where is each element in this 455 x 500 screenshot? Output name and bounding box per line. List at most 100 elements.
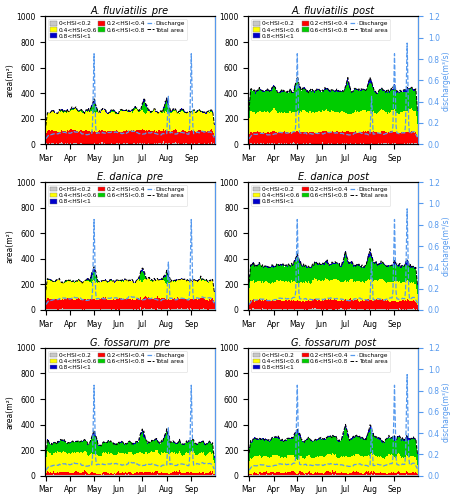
Bar bbox=[89, 444, 90, 454]
Bar bbox=[334, 279, 335, 299]
Bar bbox=[259, 308, 260, 310]
Bar bbox=[116, 114, 117, 132]
Bar bbox=[88, 445, 89, 456]
Bar bbox=[257, 142, 258, 144]
Bar bbox=[132, 132, 133, 143]
Bar bbox=[384, 92, 385, 112]
Bar bbox=[398, 308, 399, 310]
Bar bbox=[59, 299, 60, 309]
Bar bbox=[81, 112, 82, 131]
Bar bbox=[133, 110, 134, 130]
Bar bbox=[251, 132, 252, 143]
Bar bbox=[205, 474, 206, 476]
Bar bbox=[203, 114, 204, 131]
Bar bbox=[75, 130, 76, 143]
Bar bbox=[163, 309, 164, 310]
Bar bbox=[168, 474, 169, 476]
Bar bbox=[149, 131, 150, 144]
Bar bbox=[346, 456, 347, 473]
Bar bbox=[355, 132, 356, 143]
Bar bbox=[291, 264, 292, 280]
Bar bbox=[316, 280, 317, 300]
Bar bbox=[265, 472, 266, 474]
Bar bbox=[189, 131, 190, 143]
Bar bbox=[258, 88, 259, 89]
Bar bbox=[388, 113, 389, 133]
Bar bbox=[112, 475, 113, 476]
Bar bbox=[76, 109, 77, 110]
Bar bbox=[155, 450, 156, 471]
Bar bbox=[142, 104, 143, 111]
Bar bbox=[103, 110, 104, 132]
Bar bbox=[121, 442, 122, 453]
Bar bbox=[400, 440, 401, 458]
Bar bbox=[393, 132, 394, 143]
Bar bbox=[349, 114, 350, 132]
Bar bbox=[359, 111, 360, 132]
Bar bbox=[189, 472, 190, 476]
Bar bbox=[292, 132, 293, 142]
Bar bbox=[71, 130, 72, 143]
Bar bbox=[130, 452, 131, 472]
Bar bbox=[257, 300, 258, 310]
Bar bbox=[390, 301, 391, 309]
Bar bbox=[147, 298, 148, 310]
Bar bbox=[167, 274, 168, 276]
Bar bbox=[388, 266, 389, 281]
Bar bbox=[324, 110, 325, 131]
Bar bbox=[126, 112, 127, 130]
Bar bbox=[274, 110, 275, 132]
Bar bbox=[331, 475, 332, 476]
Bar bbox=[378, 90, 379, 111]
Bar bbox=[295, 300, 296, 310]
Bar bbox=[117, 309, 118, 310]
Bar bbox=[272, 266, 273, 282]
Bar bbox=[145, 106, 146, 114]
Bar bbox=[323, 456, 324, 473]
Bar bbox=[64, 309, 65, 310]
Bar bbox=[140, 110, 141, 130]
Bar bbox=[98, 456, 99, 474]
Bar bbox=[142, 111, 143, 130]
Bar bbox=[267, 300, 268, 308]
Bar bbox=[303, 110, 304, 132]
Bar bbox=[191, 112, 192, 131]
Bar bbox=[194, 444, 195, 454]
Bar bbox=[317, 475, 318, 476]
Bar bbox=[164, 472, 165, 475]
Bar bbox=[377, 94, 378, 113]
Bar bbox=[283, 473, 284, 475]
Bar bbox=[156, 110, 157, 112]
Bar bbox=[96, 300, 97, 310]
Bar bbox=[205, 456, 206, 473]
Bar bbox=[258, 264, 259, 280]
Bar bbox=[350, 132, 351, 144]
Bar bbox=[160, 111, 161, 112]
Bar bbox=[262, 472, 263, 475]
Bar bbox=[130, 442, 131, 452]
Bar bbox=[91, 438, 92, 453]
Bar bbox=[408, 440, 409, 456]
Bar bbox=[337, 442, 338, 458]
Bar bbox=[249, 474, 250, 476]
Bar bbox=[264, 282, 265, 300]
Bar bbox=[358, 308, 359, 310]
Bar bbox=[331, 280, 332, 299]
Bar bbox=[389, 266, 390, 282]
Bar bbox=[299, 87, 300, 88]
Bar bbox=[360, 474, 361, 476]
Bar bbox=[55, 473, 56, 475]
Bar bbox=[169, 454, 170, 473]
Bar bbox=[375, 308, 376, 310]
Bar bbox=[275, 267, 276, 282]
Bar bbox=[54, 282, 55, 299]
Bar bbox=[100, 282, 101, 299]
Bar bbox=[314, 299, 315, 308]
Bar bbox=[192, 440, 193, 450]
Bar bbox=[308, 438, 309, 454]
Bar bbox=[346, 84, 347, 112]
Bar bbox=[404, 92, 405, 111]
Bar bbox=[388, 92, 389, 113]
Bar bbox=[390, 89, 391, 110]
Bar bbox=[361, 300, 362, 310]
